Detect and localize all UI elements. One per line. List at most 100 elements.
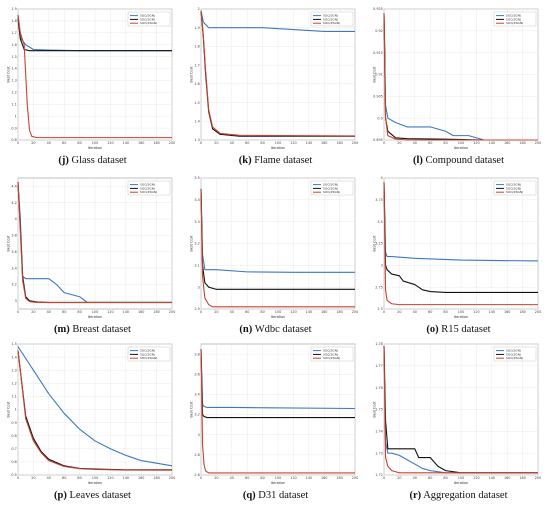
caption-j: (j) Glass dataset <box>6 155 179 166</box>
legend <box>493 11 537 27</box>
x-tick-label: 0 <box>383 310 385 314</box>
y-tick-label: 2.6 <box>194 473 199 477</box>
y-tick-label: 1.8 <box>11 19 16 23</box>
y-tick-label: 3.4 <box>194 393 199 397</box>
x-tick-label: 180 <box>519 141 525 145</box>
x-tick-label: 160 <box>321 310 327 314</box>
caption-letter: (p) <box>54 490 67 501</box>
series-line-1 <box>17 346 173 467</box>
panel-j: 0 20 40 60 80 100 120 140 160 180 200 0.8 0.9 1 1.1 1.2… <box>6 3 179 171</box>
caption-letter: (m) <box>54 324 70 335</box>
x-tick-label: 200 <box>169 476 175 480</box>
x-tick-label: 0 <box>200 476 202 480</box>
x-tick-label: 120 <box>107 141 113 145</box>
y-tick-label: 2.5 <box>377 307 382 311</box>
legend-entry: SOC(SGN) <box>506 352 521 356</box>
y-tick-label: 1.9 <box>11 7 16 11</box>
y-tick-label: 1.78 <box>375 342 383 346</box>
x-tick-label: 0 <box>17 141 19 145</box>
x-tick-label: 120 <box>107 310 113 314</box>
series-line-3 <box>200 188 355 308</box>
x-tick-label: 100 <box>458 141 464 145</box>
y-axis-label: Best Cost <box>7 66 11 83</box>
panel-r: 0 20 40 60 80 100 120 140 160 180 200 1.72 1.73 1.74 1… <box>372 338 545 506</box>
y-axis-label: Best Cost <box>190 401 194 418</box>
x-tick-label: 140 <box>306 141 312 145</box>
x-tick-label: 20 <box>397 141 401 145</box>
series-line-3 <box>200 10 356 137</box>
y-tick-label: 1.74 <box>375 430 383 434</box>
legend-entry: SOC(SGN) <box>323 17 338 21</box>
x-tick-label: 20 <box>31 310 35 314</box>
x-tick-label: 140 <box>123 141 129 145</box>
series-line-3 <box>17 182 172 304</box>
y-tick-label: 0.905 <box>373 95 383 99</box>
y-tick-label: 1.9 <box>194 26 199 30</box>
x-tick-label: 180 <box>336 476 342 480</box>
x-tick-label: 80 <box>260 141 264 145</box>
x-tick-label: 100 <box>92 476 98 480</box>
x-tick-label: 0 <box>383 476 385 480</box>
x-tick-label: 180 <box>153 476 159 480</box>
y-tick-label: 0.925 <box>373 7 383 11</box>
x-axis-label: Iteration <box>271 315 285 319</box>
x-tick-label: 180 <box>153 310 159 314</box>
y-tick-label: 1.76 <box>375 386 383 390</box>
x-tick-label: 20 <box>31 141 35 145</box>
y-tick-label: 0.8 <box>11 138 16 142</box>
legend-entry: SOC(ZSGN) <box>323 21 340 25</box>
y-tick-label: 3 <box>381 264 383 268</box>
legend-entry: SOC(ZSGN) <box>506 21 523 25</box>
x-tick-label: 160 <box>321 476 327 480</box>
y-tick-label: 0.915 <box>373 51 383 55</box>
legend-entry: SOC(SGN) <box>140 183 155 187</box>
panel-p: 0 20 40 60 80 100 120 140 160 180 200 0.5 0.6 0.7 0.8 0… <box>6 338 179 506</box>
panel-o: 0 20 40 60 80 100 120 140 160 180 200 2.5 2.75 3 3.25 3… <box>372 172 545 340</box>
caption-m: (m) Breast dataset <box>6 324 179 335</box>
x-tick-label: 160 <box>321 141 327 145</box>
x-tick-label: 0 <box>200 141 202 145</box>
y-tick-label: 1.1 <box>11 395 16 399</box>
caption-letter: (k) <box>238 155 252 166</box>
x-tick-label: 20 <box>31 476 35 480</box>
x-tick-label: 140 <box>489 310 495 314</box>
y-tick-label: 2 <box>198 7 200 11</box>
caption-q: (q) D31 dataset <box>189 490 362 501</box>
y-axis-label: Best Cost <box>190 235 194 252</box>
x-tick-label: 100 <box>458 310 464 314</box>
x-tick-label: 40 <box>230 310 234 314</box>
y-tick-label: 3 <box>15 299 17 303</box>
y-tick-label: 2.8 <box>194 453 199 457</box>
y-tick-label: 1.7 <box>11 31 16 35</box>
caption-letter: (r) <box>409 490 422 501</box>
x-tick-label: 40 <box>413 476 417 480</box>
x-tick-label: 200 <box>535 310 541 314</box>
y-tick-label: 1.4 <box>11 67 16 71</box>
x-tick-label: 40 <box>47 141 51 145</box>
legend <box>310 346 354 362</box>
y-tick-label: 3.2 <box>11 283 16 287</box>
y-tick-label: 1.8 <box>194 45 199 49</box>
x-tick-label: 180 <box>336 310 342 314</box>
x-tick-label: 40 <box>413 141 417 145</box>
series-line-3 <box>17 14 172 139</box>
legend-entry: SOC(SGN) <box>506 186 521 190</box>
y-tick-label: 2.9 <box>194 307 199 311</box>
x-tick-label: 200 <box>535 476 541 480</box>
y-tick-label: 4 <box>381 176 383 180</box>
x-tick-label: 200 <box>535 141 541 145</box>
x-tick-label: 160 <box>504 141 510 145</box>
x-tick-label: 200 <box>352 310 358 314</box>
y-tick-label: 1 <box>15 408 17 412</box>
series-line-3 <box>383 346 538 474</box>
series-line-1 <box>383 346 538 474</box>
series-line-3 <box>383 13 538 141</box>
x-tick-label: 40 <box>413 310 417 314</box>
y-tick-label: 1.2 <box>11 91 16 95</box>
panel-q: 0 20 40 60 80 100 120 140 160 180 200 2.6 2.8 3 3.2 3.4… <box>189 338 362 506</box>
caption-n: (n) Wdbc dataset <box>189 324 362 335</box>
y-tick-label: 0.9 <box>11 126 16 130</box>
y-tick-label: 4.2 <box>11 201 16 205</box>
legend-entry: SOC(SGN) <box>140 14 155 18</box>
